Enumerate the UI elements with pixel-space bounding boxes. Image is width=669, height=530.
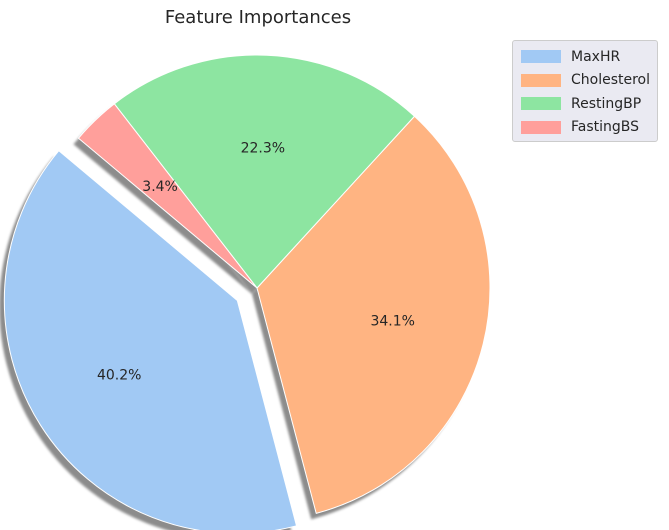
- legend-label: Cholesterol: [571, 72, 651, 89]
- pie-percent-label: 40.2%: [97, 367, 141, 383]
- legend: MaxHR Cholesterol RestingBP FastingBS: [512, 40, 658, 142]
- pie-slice-fastingbs: [78, 103, 258, 289]
- legend-label: RestingBP: [571, 95, 642, 112]
- pie-percent-label: 3.4%: [142, 179, 178, 195]
- legend-label: MaxHR: [571, 48, 621, 65]
- pie-slice-restingbp: [113, 54, 415, 289]
- chart-title: Feature Importances: [164, 7, 352, 28]
- pie-wedge-layer: [3, 54, 491, 530]
- pie-percent-label: 22.3%: [241, 140, 285, 156]
- legend-swatch: [521, 50, 561, 64]
- legend-item: MaxHR: [521, 45, 657, 69]
- legend-item: FastingBS: [521, 116, 657, 140]
- legend-swatch: [521, 97, 561, 111]
- legend-item: Cholesterol: [521, 69, 657, 93]
- legend-item: RestingBP: [521, 92, 657, 116]
- pie-slice-cholesterol: [256, 115, 491, 514]
- legend-swatch: [521, 73, 561, 87]
- pie-slice-maxhr: [3, 150, 298, 530]
- legend-swatch: [521, 120, 561, 134]
- pie-label-layer: 40.2% 34.1% 22.3% 3.4%: [97, 140, 415, 383]
- pie-percent-label: 34.1%: [370, 314, 414, 330]
- legend-label: FastingBS: [571, 119, 640, 136]
